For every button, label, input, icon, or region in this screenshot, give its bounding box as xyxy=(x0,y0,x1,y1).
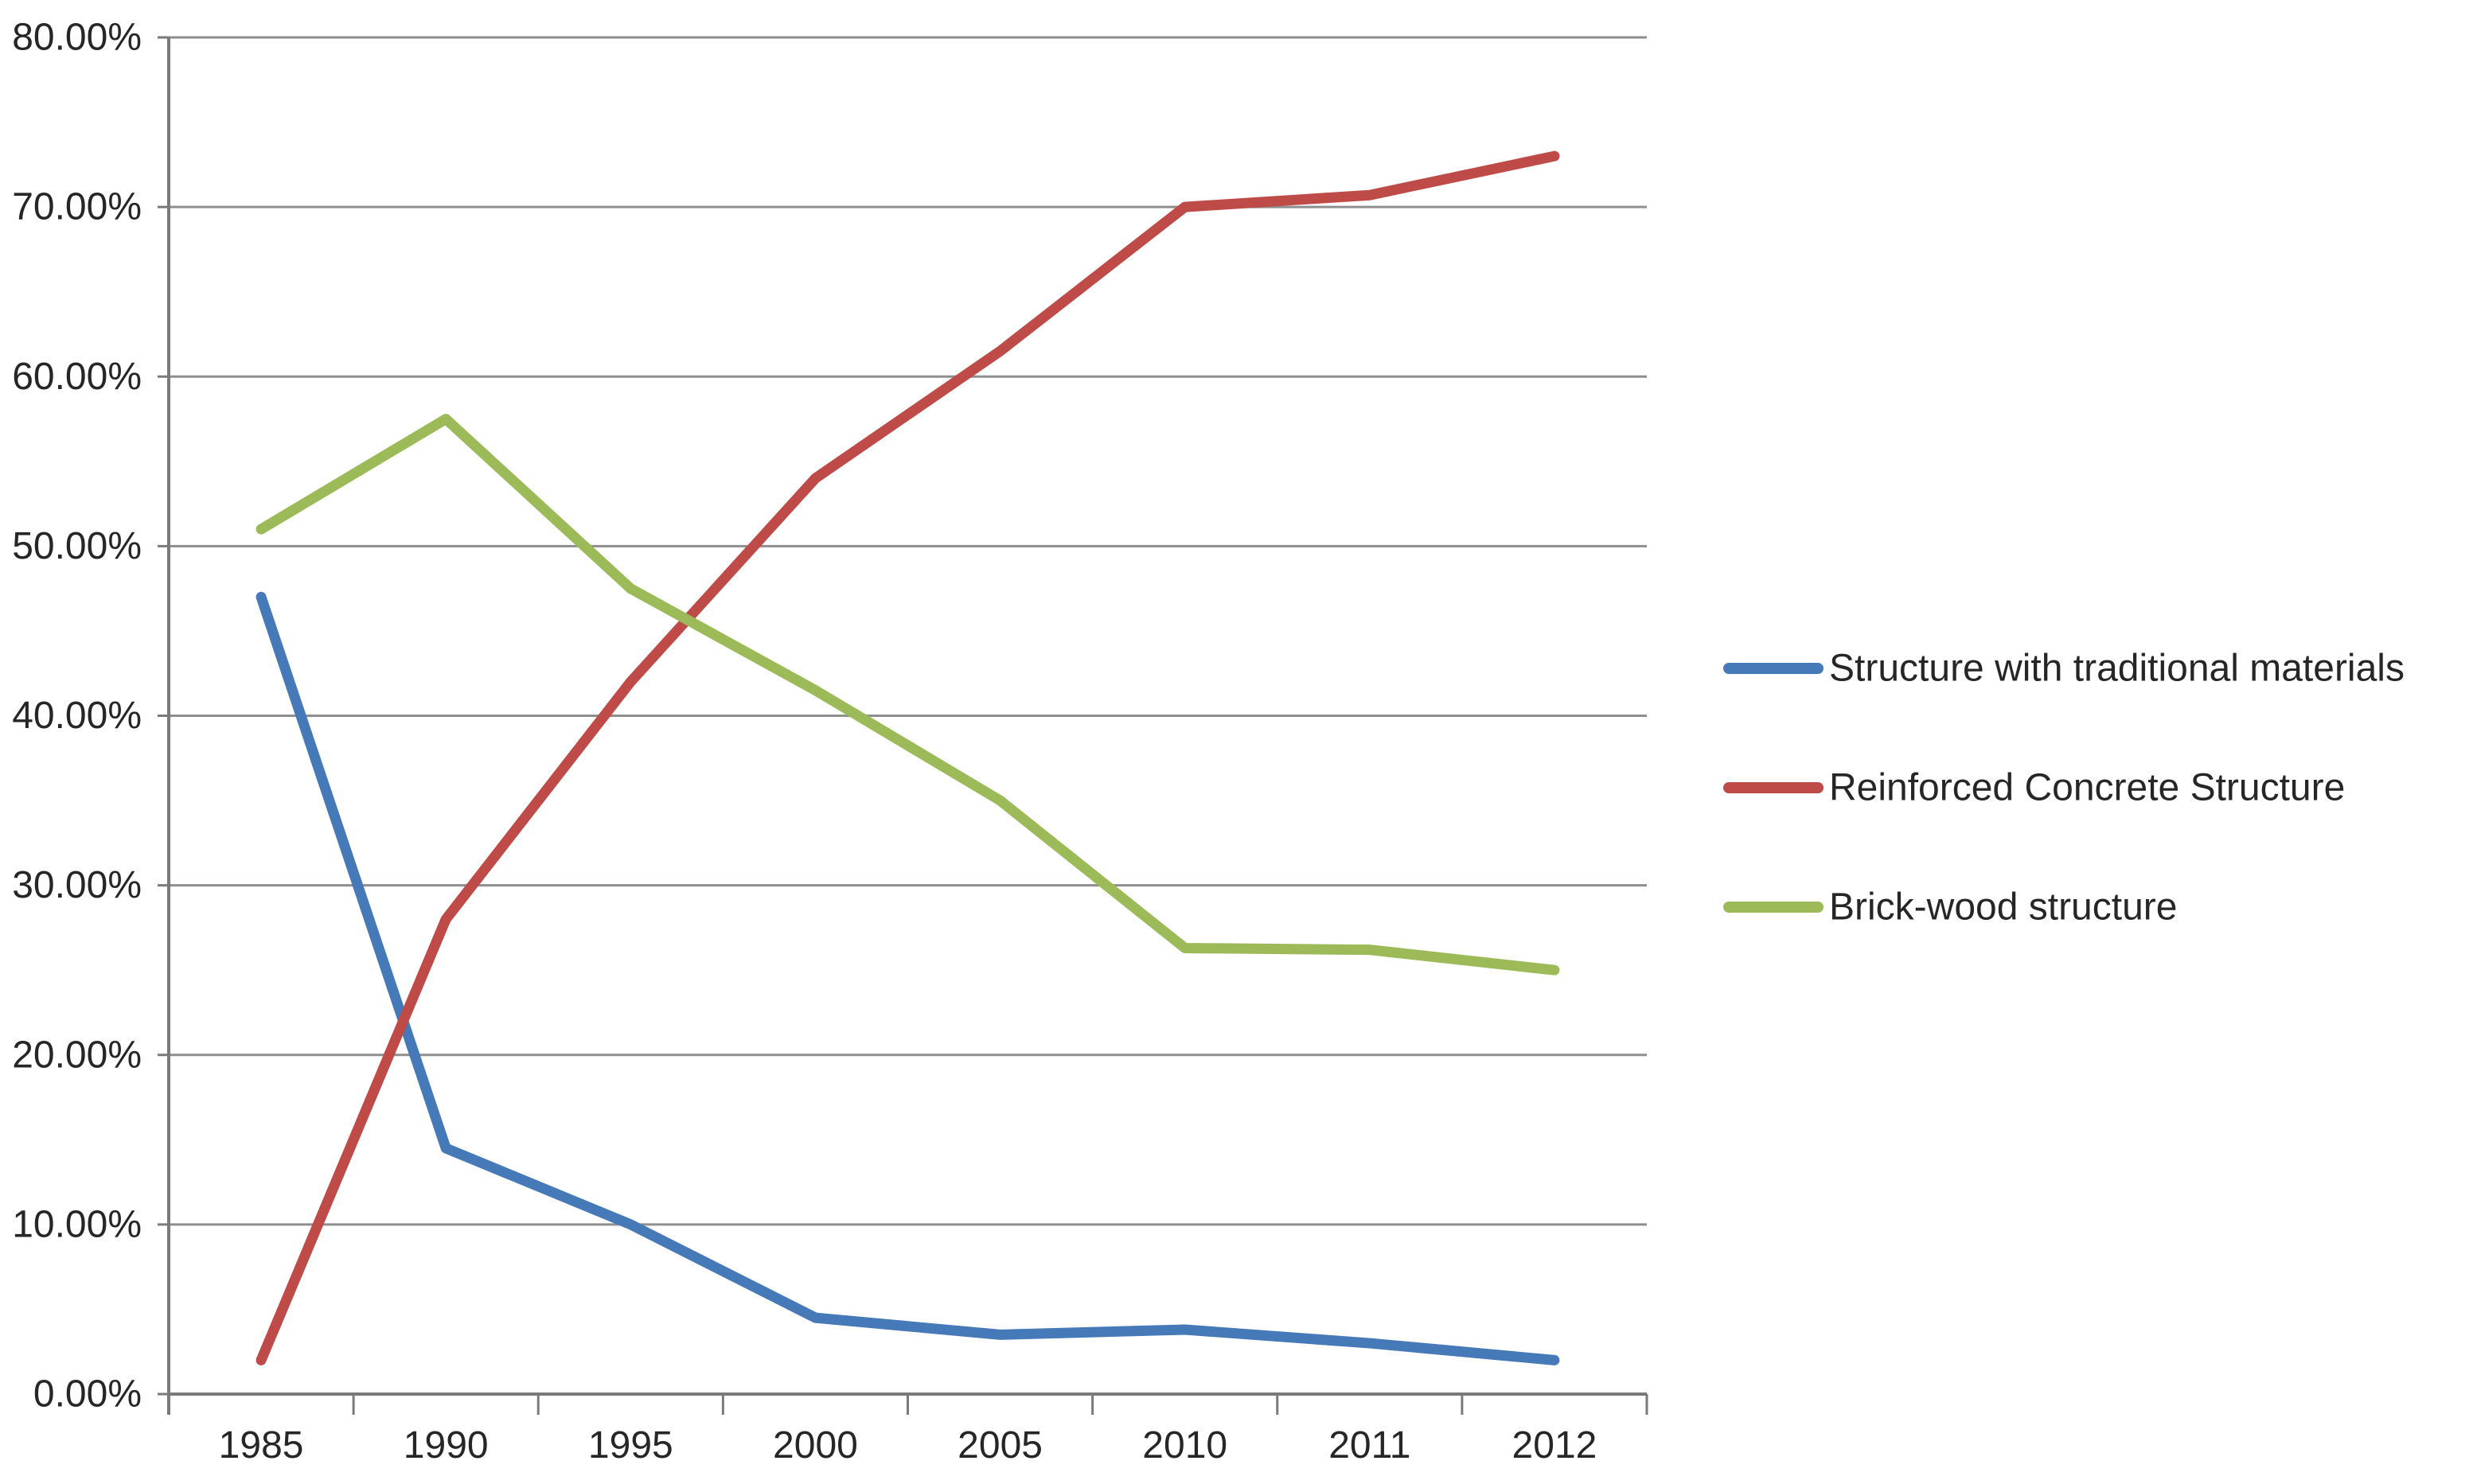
series-line-reinforced-concrete-structure xyxy=(255,150,1560,1365)
legend-item: Structure with traditional materials xyxy=(1723,648,2405,690)
series-lines xyxy=(255,150,1560,1365)
x-axis-tick-label: 2010 xyxy=(1142,1424,1227,1466)
y-axis-tick-label: 80.00% xyxy=(12,17,142,59)
x-axis-tick-label: 2011 xyxy=(1328,1424,1410,1466)
x-axis xyxy=(167,1392,1648,1415)
x-axis-tick-label: 2005 xyxy=(958,1424,1043,1466)
legend: Structure with traditional materials Rein… xyxy=(1723,648,2405,929)
y-axis-tick-label: 10.00% xyxy=(12,1203,142,1245)
x-axis-labels: 1985 1990 1995 2000 2005 2010 2011 2012 xyxy=(219,1424,1597,1466)
y-axis-tick-label: 20.00% xyxy=(12,1034,142,1076)
y-axis-tick-label: 50.00% xyxy=(12,525,142,567)
x-axis-tick-label: 2012 xyxy=(1512,1424,1597,1466)
legend-label: Brick-wood structure xyxy=(1829,886,2177,929)
x-axis-tick-label: 1985 xyxy=(219,1424,304,1466)
series-line-structure-with-traditional-materials xyxy=(255,591,1560,1365)
legend-item: Reinforced Concrete Structure xyxy=(1723,767,2345,809)
x-axis-tick-label: 1995 xyxy=(588,1424,673,1466)
legend-item: Brick-wood structure xyxy=(1723,886,2177,929)
y-axis xyxy=(158,36,170,1415)
y-axis-tick-label: 60.00% xyxy=(12,356,142,398)
legend-label: Reinforced Concrete Structure xyxy=(1829,767,2345,809)
y-axis-labels: 0.00% 10.00% 20.00% 30.00% 40.00% 50.00% 60.00… xyxy=(12,17,142,1416)
series-line-brick-wood-structure xyxy=(255,414,1560,976)
y-axis-tick-label: 30.00% xyxy=(12,864,142,906)
legend-label: Structure with traditional materials xyxy=(1829,648,2405,690)
x-axis-tick-label: 1990 xyxy=(404,1424,489,1466)
x-axis-tick-label: 2000 xyxy=(773,1424,858,1466)
y-axis-tick-label: 40.00% xyxy=(12,695,142,737)
y-axis-tick-label: 0.00% xyxy=(33,1373,142,1416)
y-axis-tick-label: 70.00% xyxy=(12,186,142,228)
